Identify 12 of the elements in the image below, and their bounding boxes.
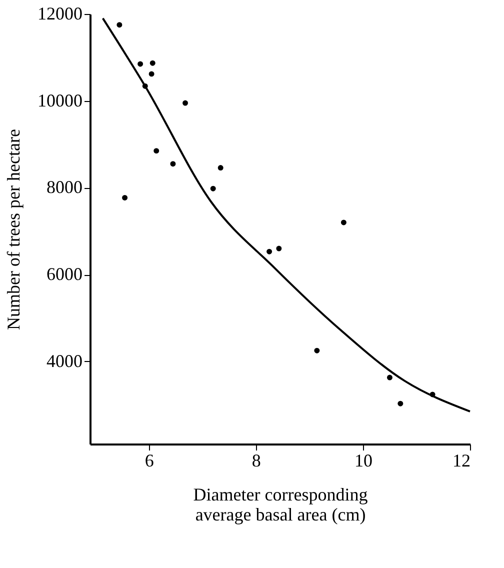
x-tick-label: 6 — [144, 450, 154, 470]
x-tick-label: 12 — [452, 450, 470, 470]
y-tick-label: 6000 — [46, 264, 82, 284]
x-tick-label: 10 — [354, 450, 372, 470]
y-tick-label: 8000 — [46, 177, 82, 198]
y-tick-label: 10000 — [38, 90, 82, 110]
line-series — [102, 17, 471, 412]
x-tick-label: 8 — [252, 450, 261, 470]
x-axis-title: Diameter corresponding average basal area (cm) — [193, 484, 368, 524]
y-tick-label: 12000 — [38, 4, 82, 24]
y-axis-title: Number of trees per hectare — [4, 129, 24, 330]
y-tick-label: 4000 — [46, 350, 82, 371]
